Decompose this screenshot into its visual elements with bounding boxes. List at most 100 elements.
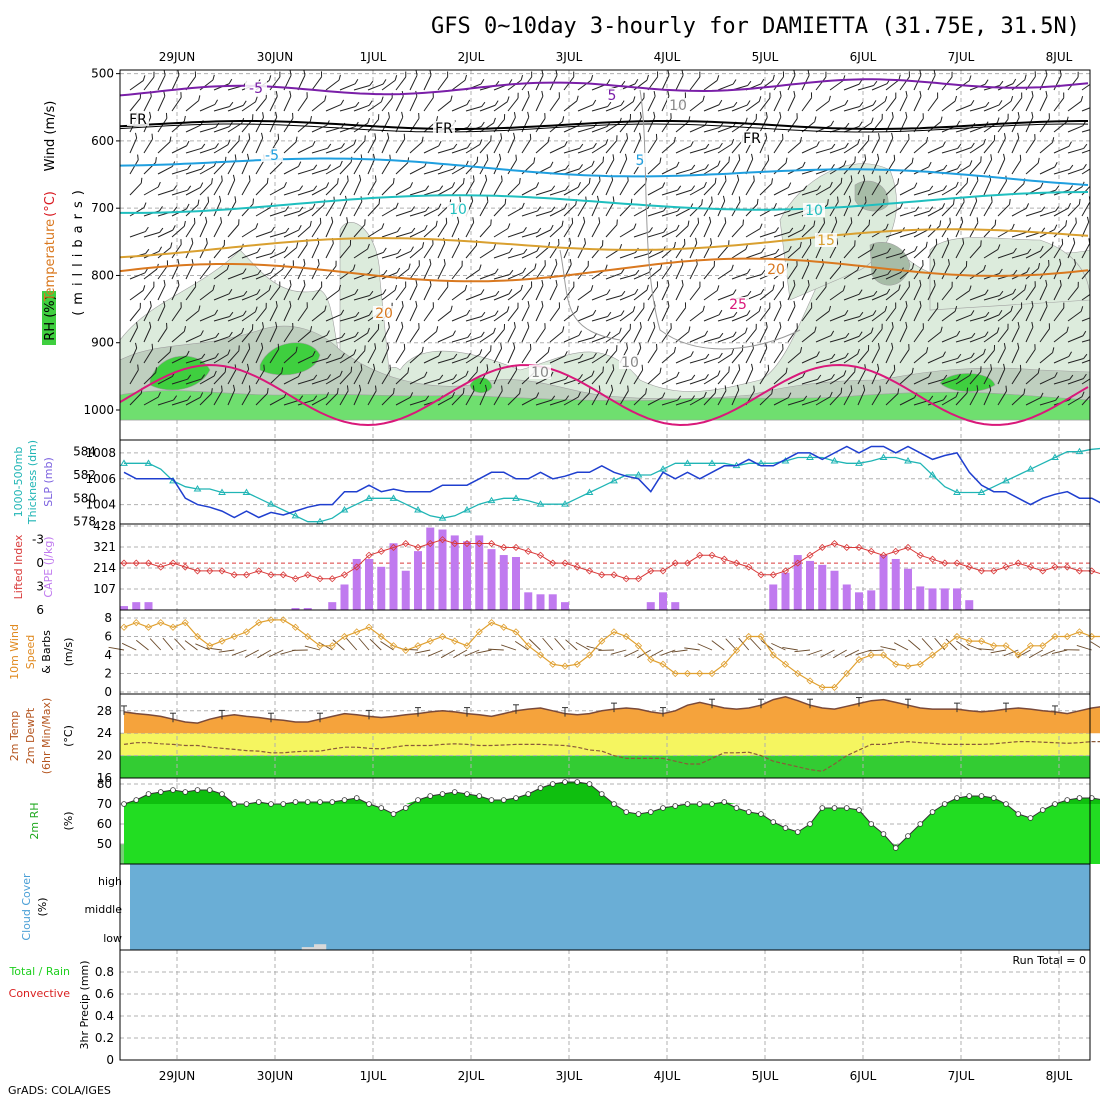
wind-barb-flag [533,157,536,163]
wind-barb-staff [339,83,356,91]
wind-barb-flag [1068,141,1072,147]
wind-barb-flag [858,331,863,337]
li-marker [328,575,336,583]
wind-barb-flag [733,311,738,317]
wind-barb-staff [997,138,1006,154]
wind-barb-staff [1025,96,1034,112]
wind-barb-flag [1048,259,1050,266]
wind-barb [241,306,258,322]
wind-barb [703,387,717,406]
wind-barb-staff [913,328,924,343]
wind-barb-staff [857,201,867,217]
wind-barb-staff [339,200,348,217]
wind-barb-staff [899,231,916,238]
wind-barb-flag [1003,363,1006,370]
wind-barb-staff [647,138,658,154]
wind-speed-marker [279,616,287,624]
wind-barb [367,247,387,259]
wind-barb-staff [689,222,699,238]
thickness-marker [585,488,594,495]
wind-barb-flag [1095,76,1097,81]
wind-barb [899,281,910,301]
wind-barb [1081,290,1090,301]
li-marker [316,575,324,583]
wind-barb-staff [353,201,363,217]
wind-barb [493,343,503,364]
wind-barb [717,348,735,364]
thickness-marker [463,506,471,513]
wind-barb-flag [367,327,370,334]
wind-barb-staff [647,397,663,406]
wind-speed-marker [671,669,679,678]
wind-barb-staff [255,393,268,406]
wind-barb [885,321,894,343]
wind-barb [1039,395,1060,406]
wind-barb-staff [535,141,549,154]
wind-barb-flag [895,302,897,308]
wind-barb [843,175,853,196]
wind-barb-staff [171,145,187,154]
wind-barb-flag [887,247,891,253]
wind-barb-flag [1080,95,1084,102]
temp-band [120,733,1090,756]
wind-barb-staff [983,295,1000,301]
wind-barb [787,185,808,196]
wind-10m-barb-staff [934,637,946,651]
wind-barb-flag [1026,267,1030,273]
wind-barb-flag [829,391,833,398]
wind-barb-staff [815,76,827,91]
thickness-marker [904,457,912,464]
wind-barb-staff [1039,166,1055,175]
wind-barb-flag [369,80,374,86]
wind-speed-marker [1014,651,1022,659]
wind-barb-staff [717,269,732,280]
wind-barb [703,370,721,385]
wind-barb [311,217,322,238]
wind-barb [563,353,584,364]
wind-barb [479,310,499,322]
wind-barb-staff [521,348,532,364]
wind-barb [871,153,880,175]
wind-barb-flag [985,311,990,317]
wind-barb-flag [653,111,656,118]
wind-barb-flag [922,323,924,329]
wind-barb-flag [547,136,550,143]
contour-label: 20 [767,262,785,278]
wind-barb [227,290,248,301]
wind-barb-staff [143,138,153,154]
wind-barb-staff [787,376,803,385]
wind-barb [745,96,762,112]
wind-barb [815,373,835,385]
wind-barb-flag [929,206,934,212]
wind-barb-flag [711,196,713,202]
wind-barb [423,140,442,154]
wind-barb-flag [275,91,278,97]
wind-barb-flag [612,154,615,160]
wind-speed-marker [402,646,410,654]
rh-marker [157,789,164,795]
wind-barb-flag [1021,92,1023,98]
wind-barb-staff [549,285,558,301]
wind-barb [689,237,698,259]
wind-barb-flag [242,310,247,316]
wind-barb-flag [1051,241,1054,248]
wind-barb [955,310,975,322]
wind-barb-staff [381,183,394,196]
wind-barb-staff [241,101,256,112]
wind-barb-staff [577,314,594,322]
cape-bar [659,592,667,610]
wind-barb [549,116,565,133]
wind-barb-staff [171,264,180,280]
wind-barb-staff [675,168,692,175]
wind-barb-staff [969,143,984,154]
date-label-bottom: 6JUL [850,1069,877,1083]
wind-barb-staff [325,357,342,364]
wind-barb-flag [817,164,822,170]
wind-10m-barb [514,641,529,651]
wind-barb-flag [1037,367,1040,374]
wind-barb [717,289,737,301]
wind-barb [381,177,395,196]
wind-barb-staff [1067,357,1084,364]
wind-barb-flag [137,364,139,371]
wind-barb [1025,157,1040,175]
